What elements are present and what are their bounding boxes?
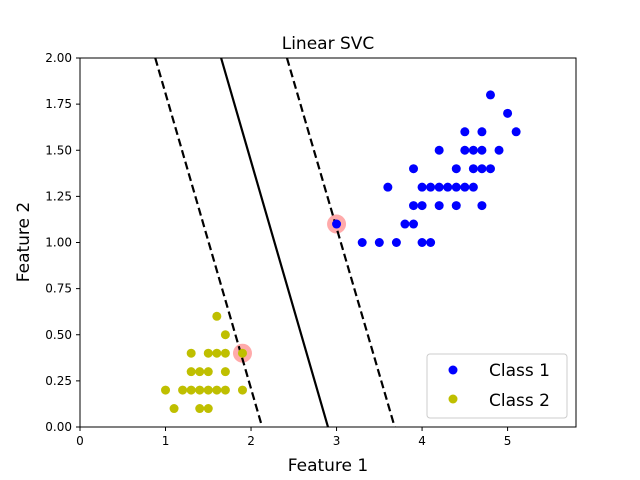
class-1-point [332, 219, 342, 229]
class-1-point [451, 201, 461, 211]
class-1-point [374, 238, 384, 247]
y-tick-label: 0.50 [45, 328, 72, 342]
class-2-point [178, 385, 188, 395]
y-axis-label: Feature 2 [14, 202, 34, 282]
class-1-point [451, 182, 461, 192]
y-tick-label: 1.25 [45, 189, 72, 203]
class-2-point [237, 385, 247, 395]
class-1-point [409, 164, 419, 174]
class-1-point [468, 145, 478, 155]
class-1-point [477, 145, 487, 155]
class-2-point [220, 330, 230, 340]
y-tick-label: 2.00 [45, 51, 72, 65]
class-1-point [434, 145, 444, 155]
class-2-point [195, 404, 205, 414]
class-1-point [511, 127, 521, 137]
class-1-point [426, 238, 436, 247]
y-tick-label: 0.75 [45, 282, 72, 296]
class-1-point [494, 145, 504, 155]
class-1-point [485, 164, 495, 174]
legend: Class 1 Class 2 [426, 353, 568, 419]
y-axis: 0.00 0.25 0.50 0.75 1.00 1.25 1.50 1.75 2.00 [45, 51, 80, 434]
class-1-point [391, 238, 401, 247]
class-2-point [220, 385, 230, 395]
legend-label-class-1: Class 1 [489, 361, 550, 381]
class-2-point [195, 367, 205, 377]
class-1-point [417, 238, 427, 247]
class-1-point [383, 182, 393, 192]
class-1-point [409, 201, 419, 211]
y-tick-label: 0.00 [45, 420, 72, 434]
class-2-point [237, 348, 247, 358]
x-axis-label: Feature 1 [288, 456, 368, 476]
class-2-point [186, 348, 196, 358]
legend-box [426, 353, 568, 419]
class-1-point [460, 145, 470, 155]
class-2-point [203, 348, 213, 358]
class-1-point [460, 182, 470, 192]
class-2-point [203, 385, 213, 395]
class-2-point [203, 404, 213, 414]
chart-title: Linear SVC [282, 34, 375, 54]
class-2-point [195, 385, 205, 395]
class-1-point [477, 164, 487, 174]
x-axis: 0 1 2 3 4 5 [76, 427, 511, 448]
x-tick-label: 0 [76, 434, 84, 448]
class-1-point [443, 182, 453, 192]
class-2-point [186, 367, 196, 377]
decision-boundary-line [220, 58, 330, 427]
class-2-point [212, 385, 222, 395]
class-2-point [212, 348, 222, 358]
y-tick-label: 1.00 [45, 236, 72, 250]
class-1-point [477, 201, 487, 211]
class-1-point [468, 182, 478, 192]
x-tick-label: 5 [504, 434, 512, 448]
class-2-point [161, 385, 171, 395]
y-tick-label: 1.50 [45, 143, 72, 157]
class-1-point [477, 127, 487, 137]
class-2-point [212, 311, 222, 321]
x-tick-label: 4 [418, 434, 426, 448]
class-1-point [409, 219, 419, 229]
class-2-point [169, 404, 179, 414]
upper-margin-line [285, 58, 396, 427]
class-1-point [400, 219, 410, 229]
class-1-point [468, 164, 478, 174]
class-1-point [426, 182, 436, 192]
class-1-point [434, 182, 444, 192]
class-1-point [417, 201, 427, 211]
class-1-point [451, 164, 461, 174]
class-2-point [203, 367, 213, 377]
class-1-point [460, 127, 470, 137]
plot-content [154, 58, 521, 427]
legend-marker-class-2 [448, 394, 458, 404]
y-tick-label: 0.25 [45, 374, 72, 388]
class-2-point [220, 348, 230, 358]
lower-margin-line [154, 58, 264, 427]
class-1-point [434, 201, 444, 211]
class-1-point [485, 90, 495, 100]
class-1-point [503, 108, 513, 118]
x-tick-label: 3 [333, 434, 341, 448]
x-tick-label: 1 [162, 434, 170, 448]
legend-label-class-2: Class 2 [489, 391, 550, 411]
y-tick-label: 1.75 [45, 97, 72, 111]
class-2-point [186, 385, 196, 395]
class-1-point [357, 238, 367, 247]
class-2-point [220, 367, 230, 377]
legend-marker-class-1 [448, 365, 458, 375]
x-tick-label: 2 [247, 434, 255, 448]
class-1-point [417, 182, 427, 192]
